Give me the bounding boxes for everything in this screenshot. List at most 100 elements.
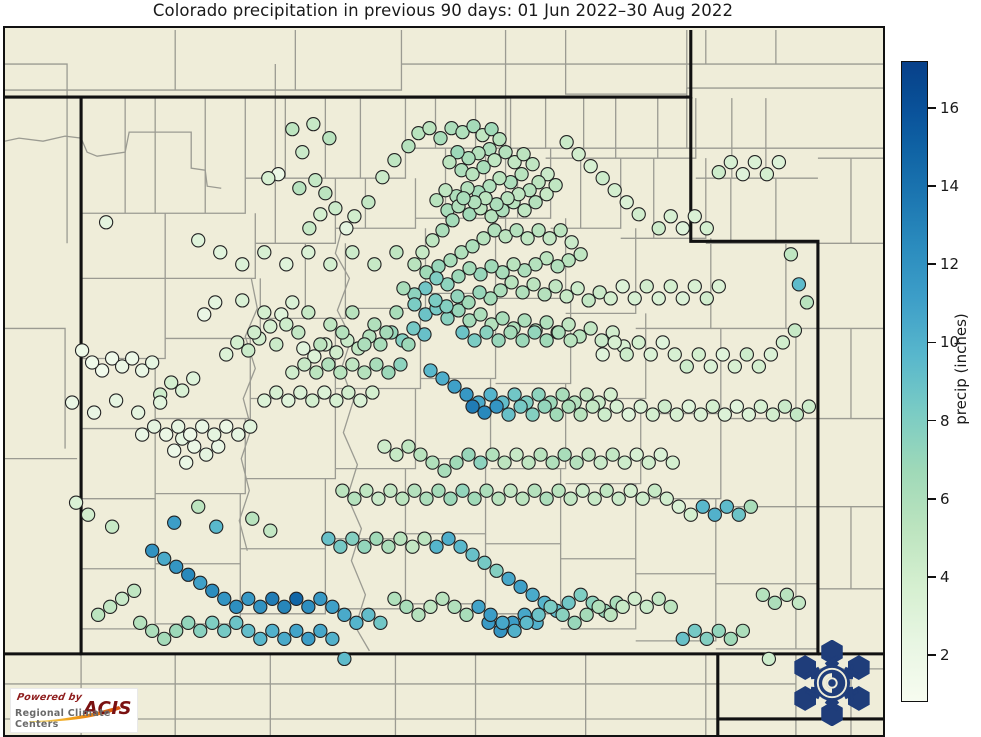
precip-station-marker[interactable] xyxy=(675,291,690,306)
precip-station-marker[interactable] xyxy=(371,491,386,506)
precip-station-marker[interactable] xyxy=(607,335,622,350)
precip-station-marker[interactable] xyxy=(489,197,504,212)
precip-station-marker[interactable] xyxy=(531,175,546,190)
precip-station-marker[interactable] xyxy=(435,371,450,386)
precip-station-marker[interactable] xyxy=(104,519,120,534)
precip-station-marker[interactable] xyxy=(743,499,759,514)
precip-station-marker[interactable] xyxy=(492,171,507,186)
precip-station-marker[interactable] xyxy=(175,383,190,398)
precip-station-marker[interactable] xyxy=(525,157,540,172)
precip-station-marker[interactable] xyxy=(472,285,487,300)
precip-station-marker[interactable] xyxy=(555,387,570,402)
precip-station-marker[interactable] xyxy=(542,231,557,246)
precip-station-marker[interactable] xyxy=(573,587,588,602)
precip-station-marker[interactable] xyxy=(551,483,566,498)
precip-station-marker[interactable] xyxy=(506,257,521,272)
precip-station-marker[interactable] xyxy=(130,405,146,420)
precip-station-marker[interactable] xyxy=(292,181,307,196)
precip-station-marker[interactable] xyxy=(433,130,448,146)
precip-station-marker[interactable] xyxy=(539,187,554,202)
precip-station-marker[interactable] xyxy=(581,447,596,462)
precip-station-marker[interactable] xyxy=(167,515,182,530)
precip-station-marker[interactable] xyxy=(537,399,552,414)
precip-station-marker[interactable] xyxy=(411,607,426,622)
precip-station-marker[interactable] xyxy=(739,347,755,362)
precip-station-marker[interactable] xyxy=(639,279,654,294)
precip-station-marker[interactable] xyxy=(515,491,530,506)
precip-station-marker[interactable] xyxy=(540,167,555,182)
precip-station-marker[interactable] xyxy=(467,491,482,506)
precip-station-marker[interactable] xyxy=(230,335,245,350)
precip-station-marker[interactable] xyxy=(451,269,466,284)
precip-station-marker[interactable] xyxy=(699,221,714,236)
precip-station-marker[interactable] xyxy=(306,116,321,132)
precip-station-marker[interactable] xyxy=(417,327,432,342)
precip-station-marker[interactable] xyxy=(487,153,502,168)
precip-station-marker[interactable] xyxy=(425,233,440,248)
precip-station-marker[interactable] xyxy=(353,393,368,408)
precip-station-marker[interactable] xyxy=(415,245,430,260)
precip-station-marker[interactable] xyxy=(539,315,554,330)
precip-station-marker[interactable] xyxy=(594,333,609,348)
precip-station-marker[interactable] xyxy=(450,289,465,304)
precip-station-marker[interactable] xyxy=(367,317,382,332)
precip-station-marker[interactable] xyxy=(383,483,398,498)
precip-station-marker[interactable] xyxy=(465,547,480,562)
precip-station-marker[interactable] xyxy=(341,385,356,400)
precip-station-marker[interactable] xyxy=(401,439,416,454)
precip-station-marker[interactable] xyxy=(693,407,708,422)
precip-station-marker[interactable] xyxy=(731,507,746,522)
precip-station-marker[interactable] xyxy=(627,591,642,606)
precip-station-marker[interactable] xyxy=(579,387,594,402)
precip-station-marker[interactable] xyxy=(219,347,234,362)
precip-station-marker[interactable] xyxy=(277,599,292,614)
precip-station-marker[interactable] xyxy=(245,511,260,526)
precip-station-marker[interactable] xyxy=(345,531,360,546)
precip-station-marker[interactable] xyxy=(454,245,469,260)
precip-station-marker[interactable] xyxy=(401,337,416,352)
precip-station-marker[interactable] xyxy=(755,587,771,602)
precip-station-marker[interactable] xyxy=(450,145,465,160)
precip-station-marker[interactable] xyxy=(767,595,783,610)
precip-station-marker[interactable] xyxy=(418,307,433,322)
precip-station-marker[interactable] xyxy=(719,499,734,514)
precip-station-marker[interactable] xyxy=(443,491,458,506)
precip-station-marker[interactable] xyxy=(455,124,470,140)
precip-station-marker[interactable] xyxy=(333,539,348,554)
precip-station-marker[interactable] xyxy=(573,407,588,422)
precip-station-marker[interactable] xyxy=(108,393,124,408)
precip-station-marker[interactable] xyxy=(153,395,168,410)
precip-station-marker[interactable] xyxy=(399,599,414,614)
map-canvas[interactable] xyxy=(3,26,885,737)
precip-station-marker[interactable] xyxy=(208,295,223,310)
precip-station-marker[interactable] xyxy=(633,399,648,414)
precip-station-marker[interactable] xyxy=(699,291,714,306)
precip-station-marker[interactable] xyxy=(647,483,662,498)
precip-station-marker[interactable] xyxy=(347,491,362,506)
precip-station-marker[interactable] xyxy=(483,387,498,402)
precip-station-marker[interactable] xyxy=(531,607,546,622)
precip-station-marker[interactable] xyxy=(551,325,566,340)
precip-station-marker[interactable] xyxy=(461,151,476,166)
precip-station-marker[interactable] xyxy=(789,407,805,422)
precip-station-marker[interactable] xyxy=(281,393,296,408)
precip-station-marker[interactable] xyxy=(209,519,224,534)
precip-station-marker[interactable] xyxy=(466,118,481,134)
precip-station-marker[interactable] xyxy=(443,253,458,268)
precip-station-marker[interactable] xyxy=(763,347,779,362)
precip-station-marker[interactable] xyxy=(557,447,572,462)
precip-station-marker[interactable] xyxy=(671,499,686,514)
precip-station-marker[interactable] xyxy=(337,607,352,622)
precip-station-marker[interactable] xyxy=(132,615,148,631)
precip-station-marker[interactable] xyxy=(325,631,340,647)
precip-station-marker[interactable] xyxy=(514,167,529,182)
precip-station-marker[interactable] xyxy=(441,531,456,546)
precip-station-marker[interactable] xyxy=(526,277,541,292)
precip-station-marker[interactable] xyxy=(525,407,540,422)
precip-station-marker[interactable] xyxy=(465,399,480,414)
precip-station-marker[interactable] xyxy=(501,407,516,422)
precip-station-marker[interactable] xyxy=(263,523,278,538)
precip-station-marker[interactable] xyxy=(462,313,477,328)
precip-station-marker[interactable] xyxy=(550,259,565,274)
precip-station-marker[interactable] xyxy=(665,455,680,470)
